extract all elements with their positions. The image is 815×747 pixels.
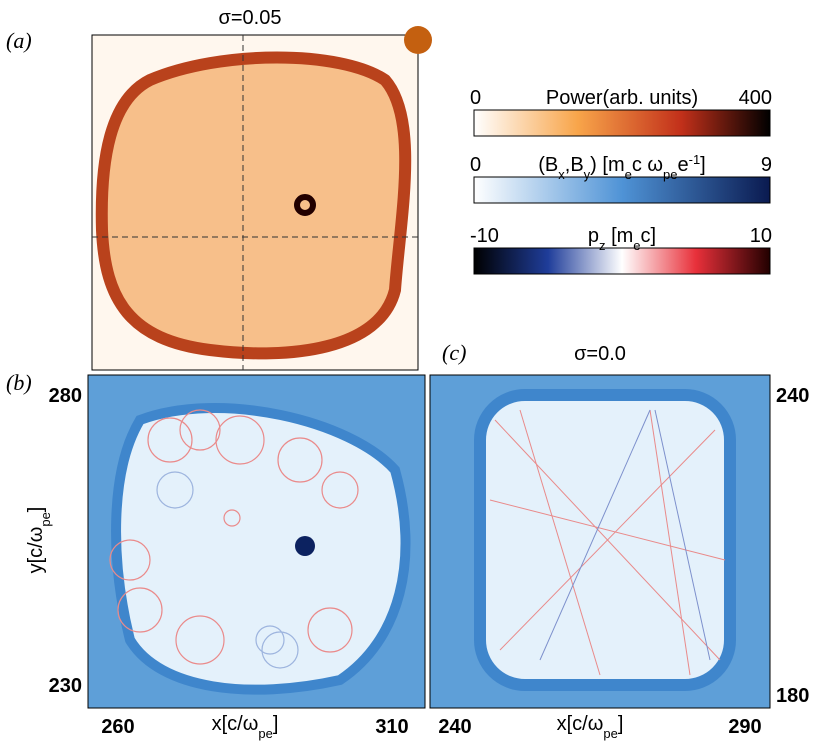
y-tick-label: 230 bbox=[49, 675, 82, 697]
frame bbox=[429, 374, 771, 709]
colorbar bbox=[473, 247, 771, 275]
x-tick-label: 310 bbox=[375, 716, 408, 738]
label-part: x bbox=[558, 167, 565, 182]
panel-label: (a) bbox=[6, 28, 32, 53]
label-part: c] bbox=[641, 225, 657, 247]
label-part: e bbox=[677, 154, 688, 176]
label-part: -1 bbox=[689, 152, 701, 167]
colorbar-label: (Bx,By) [mec ωpee-1] bbox=[538, 152, 705, 182]
colorbar-min: -10 bbox=[470, 225, 499, 247]
y-axis-label: y[c/ωpe] bbox=[25, 507, 53, 574]
label-part: Power(arb. units) bbox=[546, 87, 698, 109]
colorbar-max: 9 bbox=[761, 154, 772, 176]
label-part: pe bbox=[663, 167, 677, 182]
panel-title: σ=0.0 bbox=[574, 343, 626, 365]
label-part: ] bbox=[25, 507, 47, 513]
panel-a bbox=[91, 26, 432, 371]
x-tick-label: 260 bbox=[101, 716, 134, 738]
label-part: [m bbox=[606, 225, 634, 247]
label-part: pe bbox=[603, 726, 617, 741]
colorbar-max: 10 bbox=[750, 225, 772, 247]
label-part: pe bbox=[258, 726, 272, 741]
label-part: ] bbox=[618, 713, 624, 735]
frame bbox=[87, 374, 426, 709]
label-part: ] bbox=[700, 154, 706, 176]
label-part: e bbox=[633, 238, 640, 253]
colorbar bbox=[473, 109, 771, 137]
label-part: c ω bbox=[632, 154, 663, 176]
label-part: e bbox=[625, 167, 632, 182]
colorbar-label: pz [mec] bbox=[588, 225, 656, 253]
label-part: p bbox=[588, 225, 599, 247]
colorbar-label: Power(arb. units) bbox=[546, 87, 698, 109]
panel-b bbox=[88, 375, 425, 708]
label-part: y[c/ω bbox=[25, 527, 47, 574]
label-part: z bbox=[599, 238, 606, 253]
label-part: (B bbox=[538, 154, 558, 176]
colorbar-min: 0 bbox=[470, 154, 481, 176]
panel-label: (b) bbox=[6, 370, 32, 395]
label-part: x[c/ω bbox=[557, 713, 604, 735]
label-part: pe bbox=[38, 512, 53, 526]
label-part: ,B bbox=[565, 154, 584, 176]
label-part: ) [m bbox=[590, 154, 624, 176]
x-tick-label: 290 bbox=[728, 716, 761, 738]
colorbar-max: 400 bbox=[739, 87, 772, 109]
label-part: ] bbox=[273, 713, 279, 735]
x-axis-label: x[c/ωpe] bbox=[557, 713, 624, 741]
panel-c bbox=[430, 375, 770, 708]
panel-label: (c) bbox=[442, 340, 466, 365]
x-axis-label: x[c/ωpe] bbox=[212, 713, 279, 741]
x-tick-label: 240 bbox=[438, 716, 471, 738]
label-part: y bbox=[584, 167, 591, 182]
y-tick-label: 180 bbox=[776, 685, 809, 707]
y-tick-label: 240 bbox=[776, 385, 809, 407]
label-part: x[c/ω bbox=[212, 713, 259, 735]
colorbar bbox=[473, 176, 771, 204]
y-tick-label: 280 bbox=[49, 385, 82, 407]
panel-title: σ=0.05 bbox=[219, 7, 282, 29]
colorbar-min: 0 bbox=[470, 87, 481, 109]
